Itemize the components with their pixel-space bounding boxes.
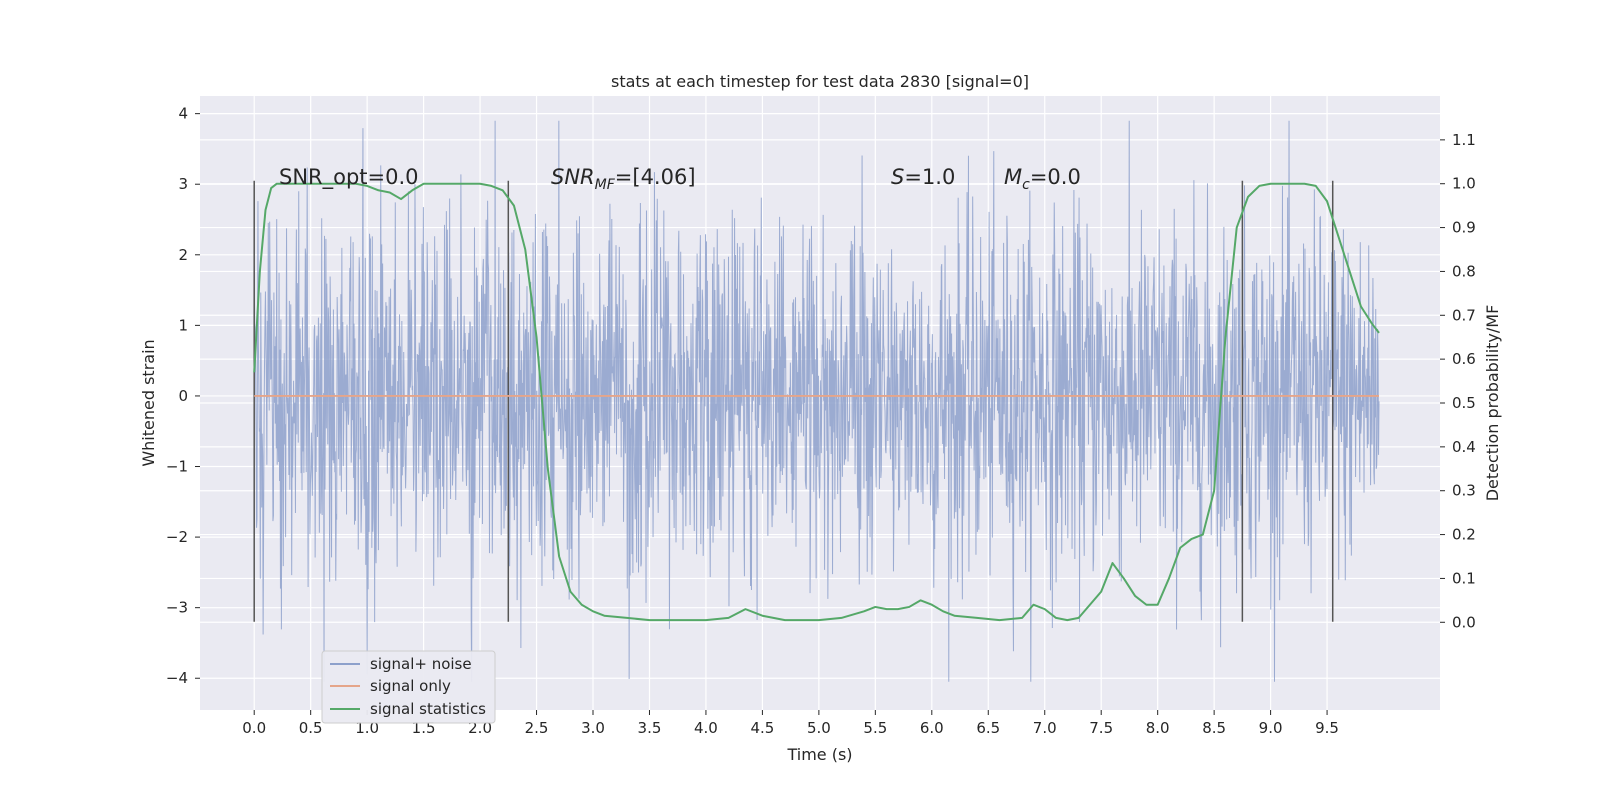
x-tick-label: 6.0 bbox=[920, 719, 944, 737]
x-tick-label: 7.5 bbox=[1089, 719, 1113, 737]
right-y-tick-label: 0.0 bbox=[1452, 613, 1476, 631]
right-y-tick-label: 0.6 bbox=[1452, 350, 1476, 368]
y-tick-label: 3 bbox=[178, 175, 188, 193]
right-y-tick-label: 0.3 bbox=[1452, 482, 1476, 500]
y-tick-label: −4 bbox=[166, 669, 188, 687]
legend-label-stats: signal statistics bbox=[370, 700, 486, 718]
vertical-markers bbox=[253, 180, 1334, 622]
x-tick-label: 7.0 bbox=[1033, 719, 1057, 737]
legend-label-noise: signal+ noise bbox=[370, 655, 472, 673]
right-y-tick-label: 0.1 bbox=[1452, 569, 1476, 587]
x-tick-label: 2.5 bbox=[525, 719, 549, 737]
y-tick-label: −2 bbox=[166, 528, 188, 546]
signal-statistics-series bbox=[253, 182, 1380, 622]
right-y-axis-label: Detection probability/MF bbox=[1483, 305, 1502, 502]
y-tick-label: 1 bbox=[178, 316, 188, 334]
y-axis-label: Whitened strain bbox=[139, 339, 158, 466]
noise-series bbox=[253, 120, 1380, 682]
y-tick-label: 0 bbox=[178, 387, 188, 405]
x-tick-label: 0.0 bbox=[242, 719, 266, 737]
annotation-mc-value: =0.0 bbox=[1030, 165, 1081, 189]
annotation-snr-mf: SNRMF=[4.06] bbox=[551, 165, 696, 193]
x-tick-label: 4.5 bbox=[750, 719, 774, 737]
noise-trace bbox=[253, 120, 1380, 682]
legend-box bbox=[321, 650, 496, 724]
annotation-s-name: S bbox=[891, 165, 904, 189]
right-y-tick-label: 0.4 bbox=[1452, 438, 1476, 456]
right-y-tick-label: 0.2 bbox=[1452, 526, 1476, 544]
right-y-tick-label: 0.7 bbox=[1452, 306, 1476, 324]
x-tick-label: 9.5 bbox=[1315, 719, 1339, 737]
annotation-s-value: =1.0 bbox=[904, 165, 955, 189]
right-y-tick-label: 1.0 bbox=[1452, 175, 1476, 193]
x-tick-label: 0.5 bbox=[299, 719, 323, 737]
x-tick-label: 6.5 bbox=[976, 719, 1000, 737]
y-tick-label: 2 bbox=[178, 246, 188, 264]
x-axis-label: Time (s) bbox=[786, 745, 852, 764]
annotation-snr-mf-sub: MF bbox=[595, 177, 616, 193]
annotation-snr-mf-name: SNR bbox=[551, 165, 595, 189]
x-tick-label: 8.5 bbox=[1202, 719, 1226, 737]
y-tick-label: 4 bbox=[178, 105, 188, 123]
x-tick-label: 4.0 bbox=[694, 719, 718, 737]
signal-statistics-line bbox=[253, 182, 1380, 622]
annotation-mc-sub: c bbox=[1022, 177, 1030, 193]
x-tick-label: 3.0 bbox=[581, 719, 605, 737]
y-axis-ticks: 4 3 2 1 0 −1 −2 −3 −4 bbox=[166, 105, 200, 687]
x-tick-label: 5.0 bbox=[807, 719, 831, 737]
annotation-mc: Mc=0.0 bbox=[1004, 165, 1081, 193]
x-tick-label: 8.0 bbox=[1146, 719, 1170, 737]
annotation-s: S=1.0 bbox=[891, 165, 955, 189]
right-y-tick-label: 0.5 bbox=[1452, 394, 1476, 412]
right-y-tick-label: 1.1 bbox=[1452, 131, 1476, 149]
legend-label-signal: signal only bbox=[370, 677, 451, 695]
y-tick-label: −3 bbox=[166, 599, 188, 617]
x-tick-label: 9.0 bbox=[1259, 719, 1283, 737]
annotation-snr-mf-value: =[4.06] bbox=[615, 165, 696, 189]
x-tick-label: 5.5 bbox=[863, 719, 887, 737]
x-tick-label: 3.5 bbox=[638, 719, 662, 737]
right-y-tick-label: 0.8 bbox=[1452, 262, 1476, 280]
right-y-axis-ticks: 1.1 1.0 0.9 0.8 0.7 0.6 0.5 0.4 0.3 0.2 0.1 0.0 bbox=[1440, 131, 1476, 631]
right-y-tick-label: 0.9 bbox=[1452, 219, 1476, 237]
annotation-snr-opt: SNR_opt=0.0 bbox=[279, 165, 419, 190]
annotation-mc-name: M bbox=[1004, 165, 1022, 189]
legend: signal+ noise signal only signal statist… bbox=[321, 650, 496, 724]
y-tick-label: −1 bbox=[166, 458, 188, 476]
x-axis-ticks: 0.0 0.5 1.0 1.5 2.0 2.5 3.0 3.5 4.0 4.5 5.0 5.5 6.0 6… bbox=[242, 710, 1339, 737]
chart-title: stats at each timestep for test data 283… bbox=[611, 72, 1029, 91]
